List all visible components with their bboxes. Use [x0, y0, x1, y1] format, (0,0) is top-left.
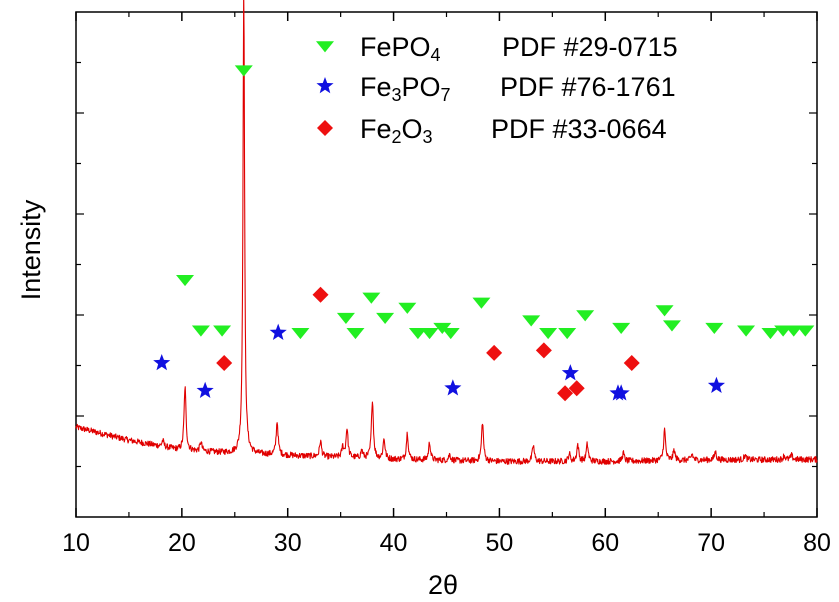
- fe2o3-marker: [535, 342, 552, 359]
- fepo4-marker: [655, 305, 674, 317]
- fepo4-marker: [737, 325, 756, 337]
- x-tick-label: 40: [380, 529, 408, 557]
- fepo4-marker: [234, 65, 253, 77]
- fe3po7-marker: [707, 376, 725, 393]
- fe2o3-marker: [312, 286, 329, 303]
- xrd-pattern-line: [75, 0, 818, 465]
- fepo4-marker: [398, 302, 417, 314]
- fepo4-marker: [784, 325, 803, 337]
- fepo4-marker: [796, 325, 815, 337]
- fepo4-marker: [522, 315, 541, 327]
- x-axis-title: 2θ: [428, 570, 458, 600]
- fepo4-marker: [761, 327, 780, 340]
- fepo4-marker: [472, 297, 491, 309]
- legend-fe2o3-symbol: [317, 120, 333, 136]
- fepo4-marker: [362, 292, 381, 304]
- fepo4-marker: [612, 322, 631, 335]
- x-tick-label: 50: [486, 529, 514, 557]
- fe2o3-marker: [557, 385, 574, 402]
- fepo4-marker: [336, 312, 355, 324]
- fepo4-marker: [408, 327, 427, 340]
- fepo4-marker: [662, 320, 681, 332]
- fepo4-marker: [346, 327, 365, 340]
- fe2o3-marker: [486, 344, 503, 361]
- x-tick-label: 10: [62, 529, 90, 557]
- x-tick-label: 20: [168, 529, 196, 557]
- fepo4-marker: [539, 327, 558, 340]
- fepo4-marker: [191, 325, 210, 337]
- x-tick-label: 70: [697, 529, 725, 557]
- fepo4-marker: [705, 322, 724, 335]
- legend: FePO4 PDF #29-0715 Fe3PO7 PDF #76-1761 Fe2O3…: [316, 32, 678, 147]
- legend-fe3po7-label: Fe3PO7: [360, 72, 451, 105]
- fepo4-marker: [420, 327, 439, 340]
- fe2o3-marker: [623, 354, 640, 371]
- legend-fe2o3-label: Fe2O3: [360, 114, 433, 147]
- marker-layer: [153, 65, 815, 402]
- tick-layer: 10 20 30 40 50 60 70 80: [62, 12, 831, 557]
- fepo4-marker: [558, 327, 577, 340]
- fe3po7-marker: [561, 364, 579, 381]
- fepo4-marker: [576, 310, 595, 322]
- fepo4-marker: [441, 327, 460, 340]
- y-axis-title: Intensity: [16, 199, 46, 300]
- fepo4-marker: [213, 325, 232, 337]
- fepo4-marker: [291, 327, 310, 340]
- legend-fepo4-pdf: PDF #29-0715: [502, 32, 678, 62]
- legend-fe2o3-pdf: PDF #33-0664: [491, 114, 667, 144]
- fe3po7-marker: [612, 384, 630, 401]
- x-tick-label: 30: [274, 529, 302, 557]
- legend-fe3po7-symbol: [316, 77, 334, 94]
- series-layer: [75, 0, 818, 465]
- fe3po7-marker: [269, 323, 287, 340]
- legend-fepo4-symbol: [316, 41, 334, 53]
- x-tick-label: 80: [803, 529, 831, 557]
- legend-fepo4-label: FePO4: [360, 32, 441, 65]
- fe3po7-marker: [444, 379, 462, 396]
- fe2o3-marker: [568, 380, 585, 397]
- legend-fe3po7-pdf: PDF #76-1761: [500, 72, 676, 102]
- fe2o3-marker: [216, 354, 233, 371]
- fe3po7-marker: [196, 381, 214, 399]
- x-tick-label: 60: [591, 529, 619, 557]
- fepo4-marker: [176, 274, 195, 287]
- fepo4-marker: [376, 312, 395, 324]
- fe3po7-marker: [153, 353, 171, 371]
